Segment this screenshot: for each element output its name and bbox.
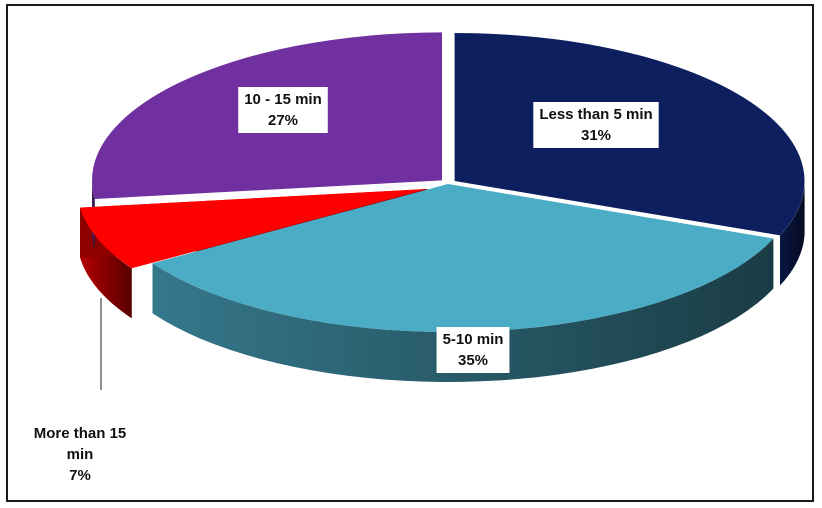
data-label-less-than-5-min: Less than 5 min 31% <box>533 102 659 148</box>
data-label-percent: 31% <box>581 127 611 144</box>
data-label-box <box>533 102 659 148</box>
slice-5-10-min[interactable] <box>152 184 774 332</box>
data-label-10-15-min: 10 - 15 min 27% <box>238 87 328 133</box>
data-label-percent: 7% <box>69 467 91 484</box>
data-label-percent: 35% <box>458 352 488 369</box>
pie-chart: Less than 5 min 31% 5-10 min 35% More than 1… <box>34 32 805 484</box>
data-label-box <box>436 327 510 373</box>
data-label-category: 5-10 min <box>443 331 504 348</box>
slice-side-5-10-min <box>152 238 774 382</box>
data-label-category: 10 - 15 min <box>244 91 322 108</box>
data-label-category: More than 15 <box>34 425 127 442</box>
slice-more-than-15-min[interactable] <box>80 189 428 269</box>
data-label-5-10-min: 5-10 min 35% <box>436 327 510 373</box>
data-label-more-than-15-min: More than 15 min 7% <box>34 425 127 484</box>
slice-side-less-than-5-min <box>780 181 805 286</box>
data-label-percent: 27% <box>268 112 298 129</box>
data-label-box <box>238 87 328 133</box>
data-label-category: Less than 5 min <box>539 106 652 123</box>
data-label-category: min <box>67 446 94 463</box>
data-labels: Less than 5 min 31% 5-10 min 35% More than 1… <box>34 87 659 484</box>
chart-frame: Less than 5 min 31% 5-10 min 35% More than 1… <box>6 4 814 502</box>
